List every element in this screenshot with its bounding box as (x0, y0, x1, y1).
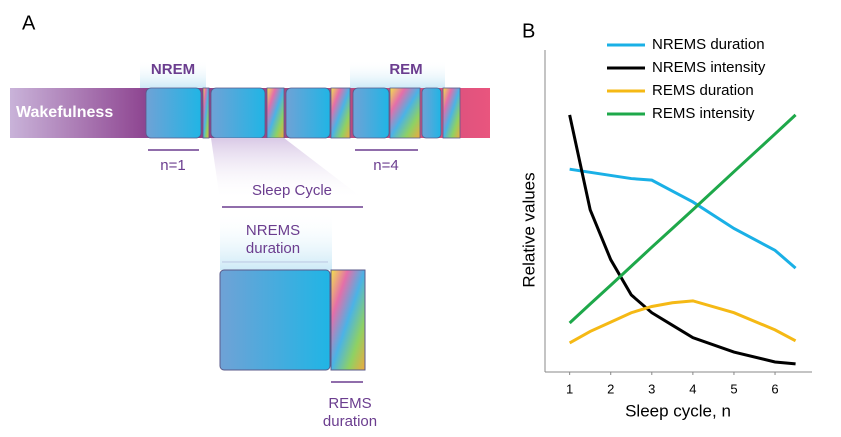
sleep-cycle-label: Sleep Cycle (252, 182, 332, 199)
panel-label: B (522, 20, 535, 42)
series-line (570, 115, 796, 323)
x-axis-label: Sleep cycle, n (625, 401, 731, 420)
rems-duration-label: REMS (328, 395, 371, 412)
x-tick-label: 3 (648, 381, 655, 396)
x-tick-label: 5 (730, 381, 737, 396)
nrem-block (220, 270, 330, 370)
panel-a: A NREM REM Wakefulness n=1 n=4 Sleep Cyc… (10, 12, 490, 430)
nrems-duration-label: NREMS (246, 222, 300, 239)
nrem-label: NREM (151, 61, 195, 78)
x-tick-label: 2 (607, 381, 614, 396)
series-line (570, 301, 796, 343)
blocks (146, 88, 460, 138)
legend-label: REMS duration (652, 82, 754, 99)
rem-block (331, 270, 365, 370)
n1-label: n=1 (160, 157, 185, 174)
legend-label: NREMS duration (652, 36, 765, 53)
rem-label: REM (389, 61, 422, 78)
legend-label: NREMS intensity (652, 59, 766, 76)
panel-b: B Sleep cycle, n Relative values 1 2 3 4 5 6 N… (519, 20, 812, 420)
rems-duration-label: duration (323, 413, 377, 430)
x-tick-label: 1 (566, 381, 573, 396)
n4-label: n=4 (373, 157, 398, 174)
figure: A NREM REM Wakefulness n=1 n=4 Sleep Cyc… (0, 0, 841, 432)
legend-label: REMS intensity (652, 105, 755, 122)
panel-label: A (22, 12, 36, 34)
y-axis-label: Relative values (519, 172, 538, 287)
x-tick-label: 4 (689, 381, 696, 396)
nrems-duration-label: duration (246, 240, 300, 257)
wakefulness-label: Wakefulness (16, 104, 113, 121)
x-tick-label: 6 (771, 381, 778, 396)
